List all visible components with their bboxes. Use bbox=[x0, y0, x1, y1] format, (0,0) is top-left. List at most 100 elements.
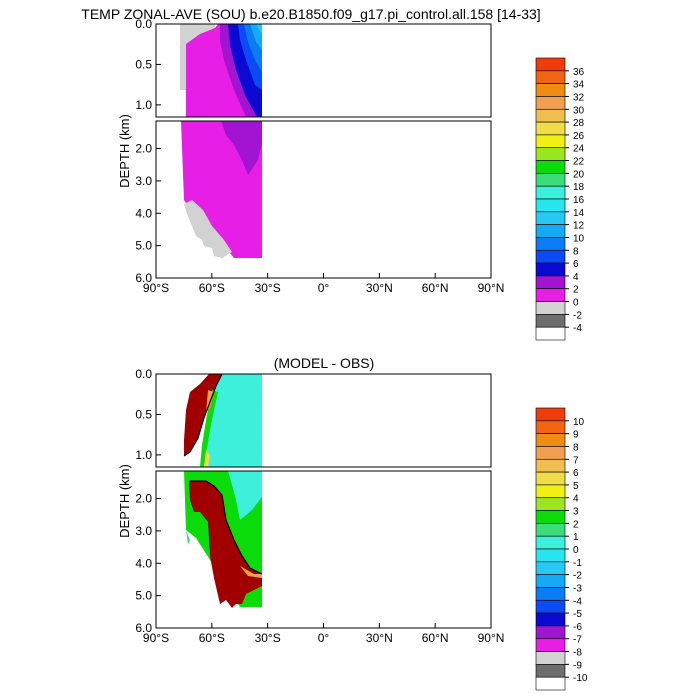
bottom-colorbar-swatch bbox=[535, 484, 566, 499]
bottom-plot: (MODEL - OBS) DEPTH (km) 0.0 0.5 1.0 2.0 3.0… bbox=[117, 355, 504, 645]
bottom-y-tick-label: 3.0 bbox=[135, 524, 152, 538]
bottom-colorbar-label: -9 bbox=[573, 660, 582, 671]
bottom-colorbar-label: -5 bbox=[573, 609, 582, 620]
bottom-y-tick-label: 4.0 bbox=[135, 556, 152, 570]
bottom-upper-cyan-region bbox=[206, 374, 262, 467]
bottom-y-tick-label: 6.0 bbox=[135, 621, 152, 635]
bottom-colorbar-label: 1 bbox=[573, 532, 579, 543]
bottom-colorbar-swatch bbox=[535, 664, 566, 678]
bottom-lower-panel bbox=[155, 470, 492, 629]
bottom-y-tick-label: 1.0 bbox=[135, 448, 152, 462]
bottom-x-tick-label: 90°S bbox=[143, 631, 169, 645]
bottom-xticks: 90°S 60°S 30°S 0° 30°N 60°N 90°N bbox=[143, 623, 504, 645]
bottom-upper-contour-line bbox=[183, 373, 223, 457]
bottom-colorbar-label: -4 bbox=[573, 596, 582, 607]
top-colorbar-swatch bbox=[535, 275, 566, 290]
top-colorbar-label: -4 bbox=[573, 323, 582, 334]
bottom-colorbar-swatch bbox=[535, 471, 566, 486]
bottom-colorbar-swatch bbox=[535, 420, 566, 434]
bottom-colorbar-label: 2 bbox=[573, 519, 579, 530]
bottom-colorbar-swatch bbox=[535, 458, 566, 473]
top-colorbar-swatch bbox=[535, 326, 566, 341]
top-colorbar-label: 10 bbox=[573, 233, 585, 244]
top-colorbar-label: 22 bbox=[573, 157, 585, 168]
bottom-y-tick-label: 2.0 bbox=[135, 492, 152, 506]
top-colorbar-swatch bbox=[535, 147, 566, 161]
bottom-lower-contour-line bbox=[189, 480, 263, 575]
top-y-tick-label: 0.0 bbox=[135, 17, 152, 31]
top-x-tick-label: 60°N bbox=[422, 281, 449, 295]
bottom-colorbar-label: 8 bbox=[573, 442, 579, 453]
bottom-colorbar-label: -7 bbox=[573, 635, 582, 646]
top-colorbar-label: 28 bbox=[573, 118, 585, 129]
bottom-y-tick-label: 5.0 bbox=[135, 589, 152, 603]
bottom-colorbar-swatch bbox=[535, 599, 566, 614]
top-plot: TEMP ZONAL-AVE (SOU) b.e20.B1850.f09_g17… bbox=[81, 6, 540, 295]
bottom-colorbar-swatch bbox=[535, 612, 566, 627]
top-colorbar-label: 24 bbox=[573, 144, 585, 155]
bottom-colorbar-swatch bbox=[535, 676, 566, 691]
bottom-colorbar-swatch bbox=[535, 638, 566, 652]
bottom-x-tick-label: 60°S bbox=[199, 631, 225, 645]
bottom-x-tick-label: 0° bbox=[318, 631, 330, 645]
bottom-colorbar-swatch bbox=[535, 625, 566, 640]
top-colorbar-label: 32 bbox=[573, 92, 585, 103]
top-colorbar-swatch bbox=[535, 224, 566, 238]
top-ylabel: DEPTH (km) bbox=[117, 114, 132, 188]
top-lower-gray-region bbox=[184, 200, 232, 258]
bottom-colorbar-label: -8 bbox=[573, 648, 582, 659]
bottom-colorbar-label: 9 bbox=[573, 430, 579, 441]
top-y-tick-label: 6.0 bbox=[135, 271, 152, 285]
bottom-colorbar-label: 5 bbox=[573, 481, 579, 492]
bottom-colorbar-label: 10 bbox=[573, 417, 585, 428]
top-x-tick-label: 30°S bbox=[255, 281, 281, 295]
top-colorbar-swatch bbox=[535, 173, 566, 187]
top-colorbar-label: 2 bbox=[573, 285, 579, 296]
bottom-colorbar-label: 4 bbox=[573, 494, 579, 505]
bottom-colorbar-swatch bbox=[535, 510, 566, 524]
bottom-x-tick-label: 90°N bbox=[478, 631, 505, 645]
top-y-tick-label: 4.0 bbox=[135, 206, 152, 220]
top-colorbar-swatch bbox=[535, 211, 566, 225]
top-colorbar-label: 20 bbox=[573, 169, 585, 180]
top-lower-purple-region bbox=[221, 121, 262, 175]
top-x-tick-label: 60°S bbox=[199, 281, 225, 295]
top-colorbar-label: 36 bbox=[573, 67, 585, 78]
bottom-colorbar-swatch bbox=[535, 433, 566, 447]
bottom-x-tick-label: 60°N bbox=[422, 631, 449, 645]
top-y-tick-label: 3.0 bbox=[135, 174, 152, 188]
bottom-colorbar-label: -1 bbox=[573, 558, 582, 569]
bottom-colorbar-label: -10 bbox=[573, 673, 588, 684]
bottom-colorbar-label: -6 bbox=[573, 622, 582, 633]
bottom-yticks: 0.0 0.5 1.0 2.0 3.0 4.0 5.0 6.0 bbox=[135, 367, 161, 635]
top-colorbar-swatch bbox=[535, 301, 566, 315]
bottom-plot-title: (MODEL - OBS) bbox=[274, 355, 375, 371]
top-y-tick-label: 0.5 bbox=[135, 57, 152, 71]
bottom-colorbar-swatch bbox=[535, 561, 566, 575]
top-colorbar-swatch bbox=[535, 108, 566, 123]
top-plot-title: TEMP ZONAL-AVE (SOU) b.e20.B1850.f09_g17… bbox=[81, 6, 540, 22]
top-colorbar-swatch bbox=[535, 288, 566, 302]
top-lower-panel bbox=[155, 120, 492, 279]
top-colorbar-swatch bbox=[535, 198, 566, 213]
top-x-tick-label: 90°N bbox=[478, 281, 505, 295]
top-colorbar-swatch bbox=[535, 160, 566, 174]
bottom-x-tick-label: 30°S bbox=[255, 631, 281, 645]
top-colorbar-swatch bbox=[535, 121, 566, 136]
top-x-tick-label: 0° bbox=[318, 281, 330, 295]
bottom-colorbar-label: 7 bbox=[573, 455, 579, 466]
top-colorbar-swatch bbox=[535, 70, 566, 84]
top-upper-lightblue-region bbox=[250, 24, 262, 50]
top-colorbar-label: 26 bbox=[573, 131, 585, 142]
top-y-tick-label: 1.0 bbox=[135, 98, 152, 112]
bottom-lower-cyan-region bbox=[228, 471, 262, 520]
top-y-tick-label: 2.0 bbox=[135, 142, 152, 156]
top-colorbar-label: 16 bbox=[573, 195, 585, 206]
bottom-colorbar-label: -3 bbox=[573, 583, 582, 594]
top-yticks: 0.0 0.5 1.0 2.0 3.0 4.0 5.0 6.0 bbox=[135, 17, 161, 285]
top-y-tick-label: 5.0 bbox=[135, 239, 152, 253]
bottom-x-tick-label: 30°N bbox=[366, 631, 393, 645]
top-colorbar-label: 8 bbox=[573, 246, 579, 257]
